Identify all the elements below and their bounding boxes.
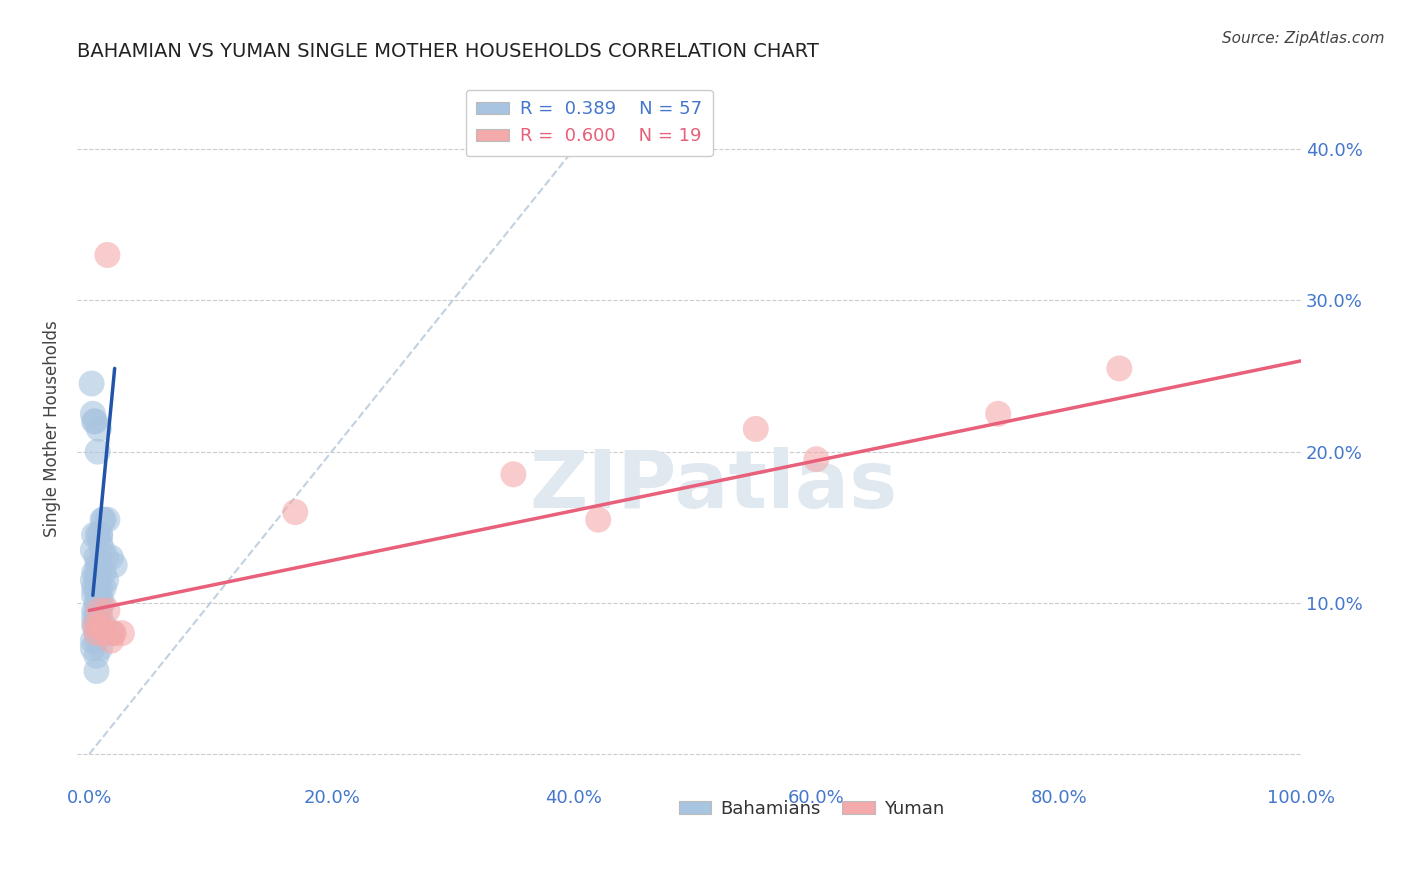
Point [89,641,111,656]
Point [83,414,105,428]
Point [80,376,103,391]
Point [103,626,125,640]
Point [83,581,105,595]
Point [84,618,107,632]
Point [86,596,108,610]
Point [89,581,111,595]
Point [87,603,110,617]
Point [806,452,828,467]
Point [86,573,108,587]
Point [502,467,524,482]
Point [86,664,108,678]
Point [111,626,134,640]
Point [86,648,108,663]
Legend: Bahamians, Yuman: Bahamians, Yuman [672,793,952,825]
Point [93,513,115,527]
Point [86,550,108,565]
Point [89,588,111,602]
Point [93,581,115,595]
Y-axis label: Single Mother Households: Single Mother Households [44,320,60,537]
Point [93,626,115,640]
Point [586,513,609,527]
Point [86,633,108,648]
Point [86,566,108,580]
Point [93,618,115,632]
Point [86,444,108,458]
Text: BAHAMIAN VS YUMAN SINGLE MOTHER HOUSEHOLDS CORRELATION CHART: BAHAMIAN VS YUMAN SINGLE MOTHER HOUSEHOL… [77,42,818,61]
Point [87,422,110,436]
Point [86,528,108,542]
Text: Source: ZipAtlas.com: Source: ZipAtlas.com [1222,31,1385,46]
Point [86,581,108,595]
Point [89,528,111,542]
Point [89,566,111,580]
Point [89,596,111,610]
Point [96,550,118,565]
Point [103,626,125,640]
Point [91,596,114,610]
Point [89,535,111,549]
Point [86,618,108,632]
Point [86,588,108,602]
Point [89,603,111,617]
Point [96,513,118,527]
Point [96,603,118,617]
Point [83,618,105,632]
Point [100,550,122,565]
Point [89,611,111,625]
Point [86,611,108,625]
Point [96,248,118,262]
Point [93,566,115,580]
Point [96,573,118,587]
Point [83,588,105,602]
Point [86,573,108,587]
Point [83,603,105,617]
Point [82,573,104,587]
Point [104,558,127,572]
Point [83,611,105,625]
Point [284,505,307,519]
Point [100,626,122,640]
Point [89,618,111,632]
Point [89,558,111,572]
Point [86,626,108,640]
Point [86,626,108,640]
Point [91,543,114,558]
Point [82,641,104,656]
Point [89,528,111,542]
Text: ZIPatlas: ZIPatlas [530,447,897,524]
Point [91,513,114,527]
Point [82,407,104,421]
Point [89,618,111,632]
Point [82,543,104,558]
Point [86,603,108,617]
Point [82,633,104,648]
Point [1108,361,1130,376]
Point [84,414,107,428]
Point [83,566,105,580]
Point [100,633,122,648]
Point [745,422,768,436]
Point [86,558,108,572]
Point [83,528,105,542]
Point [987,407,1010,421]
